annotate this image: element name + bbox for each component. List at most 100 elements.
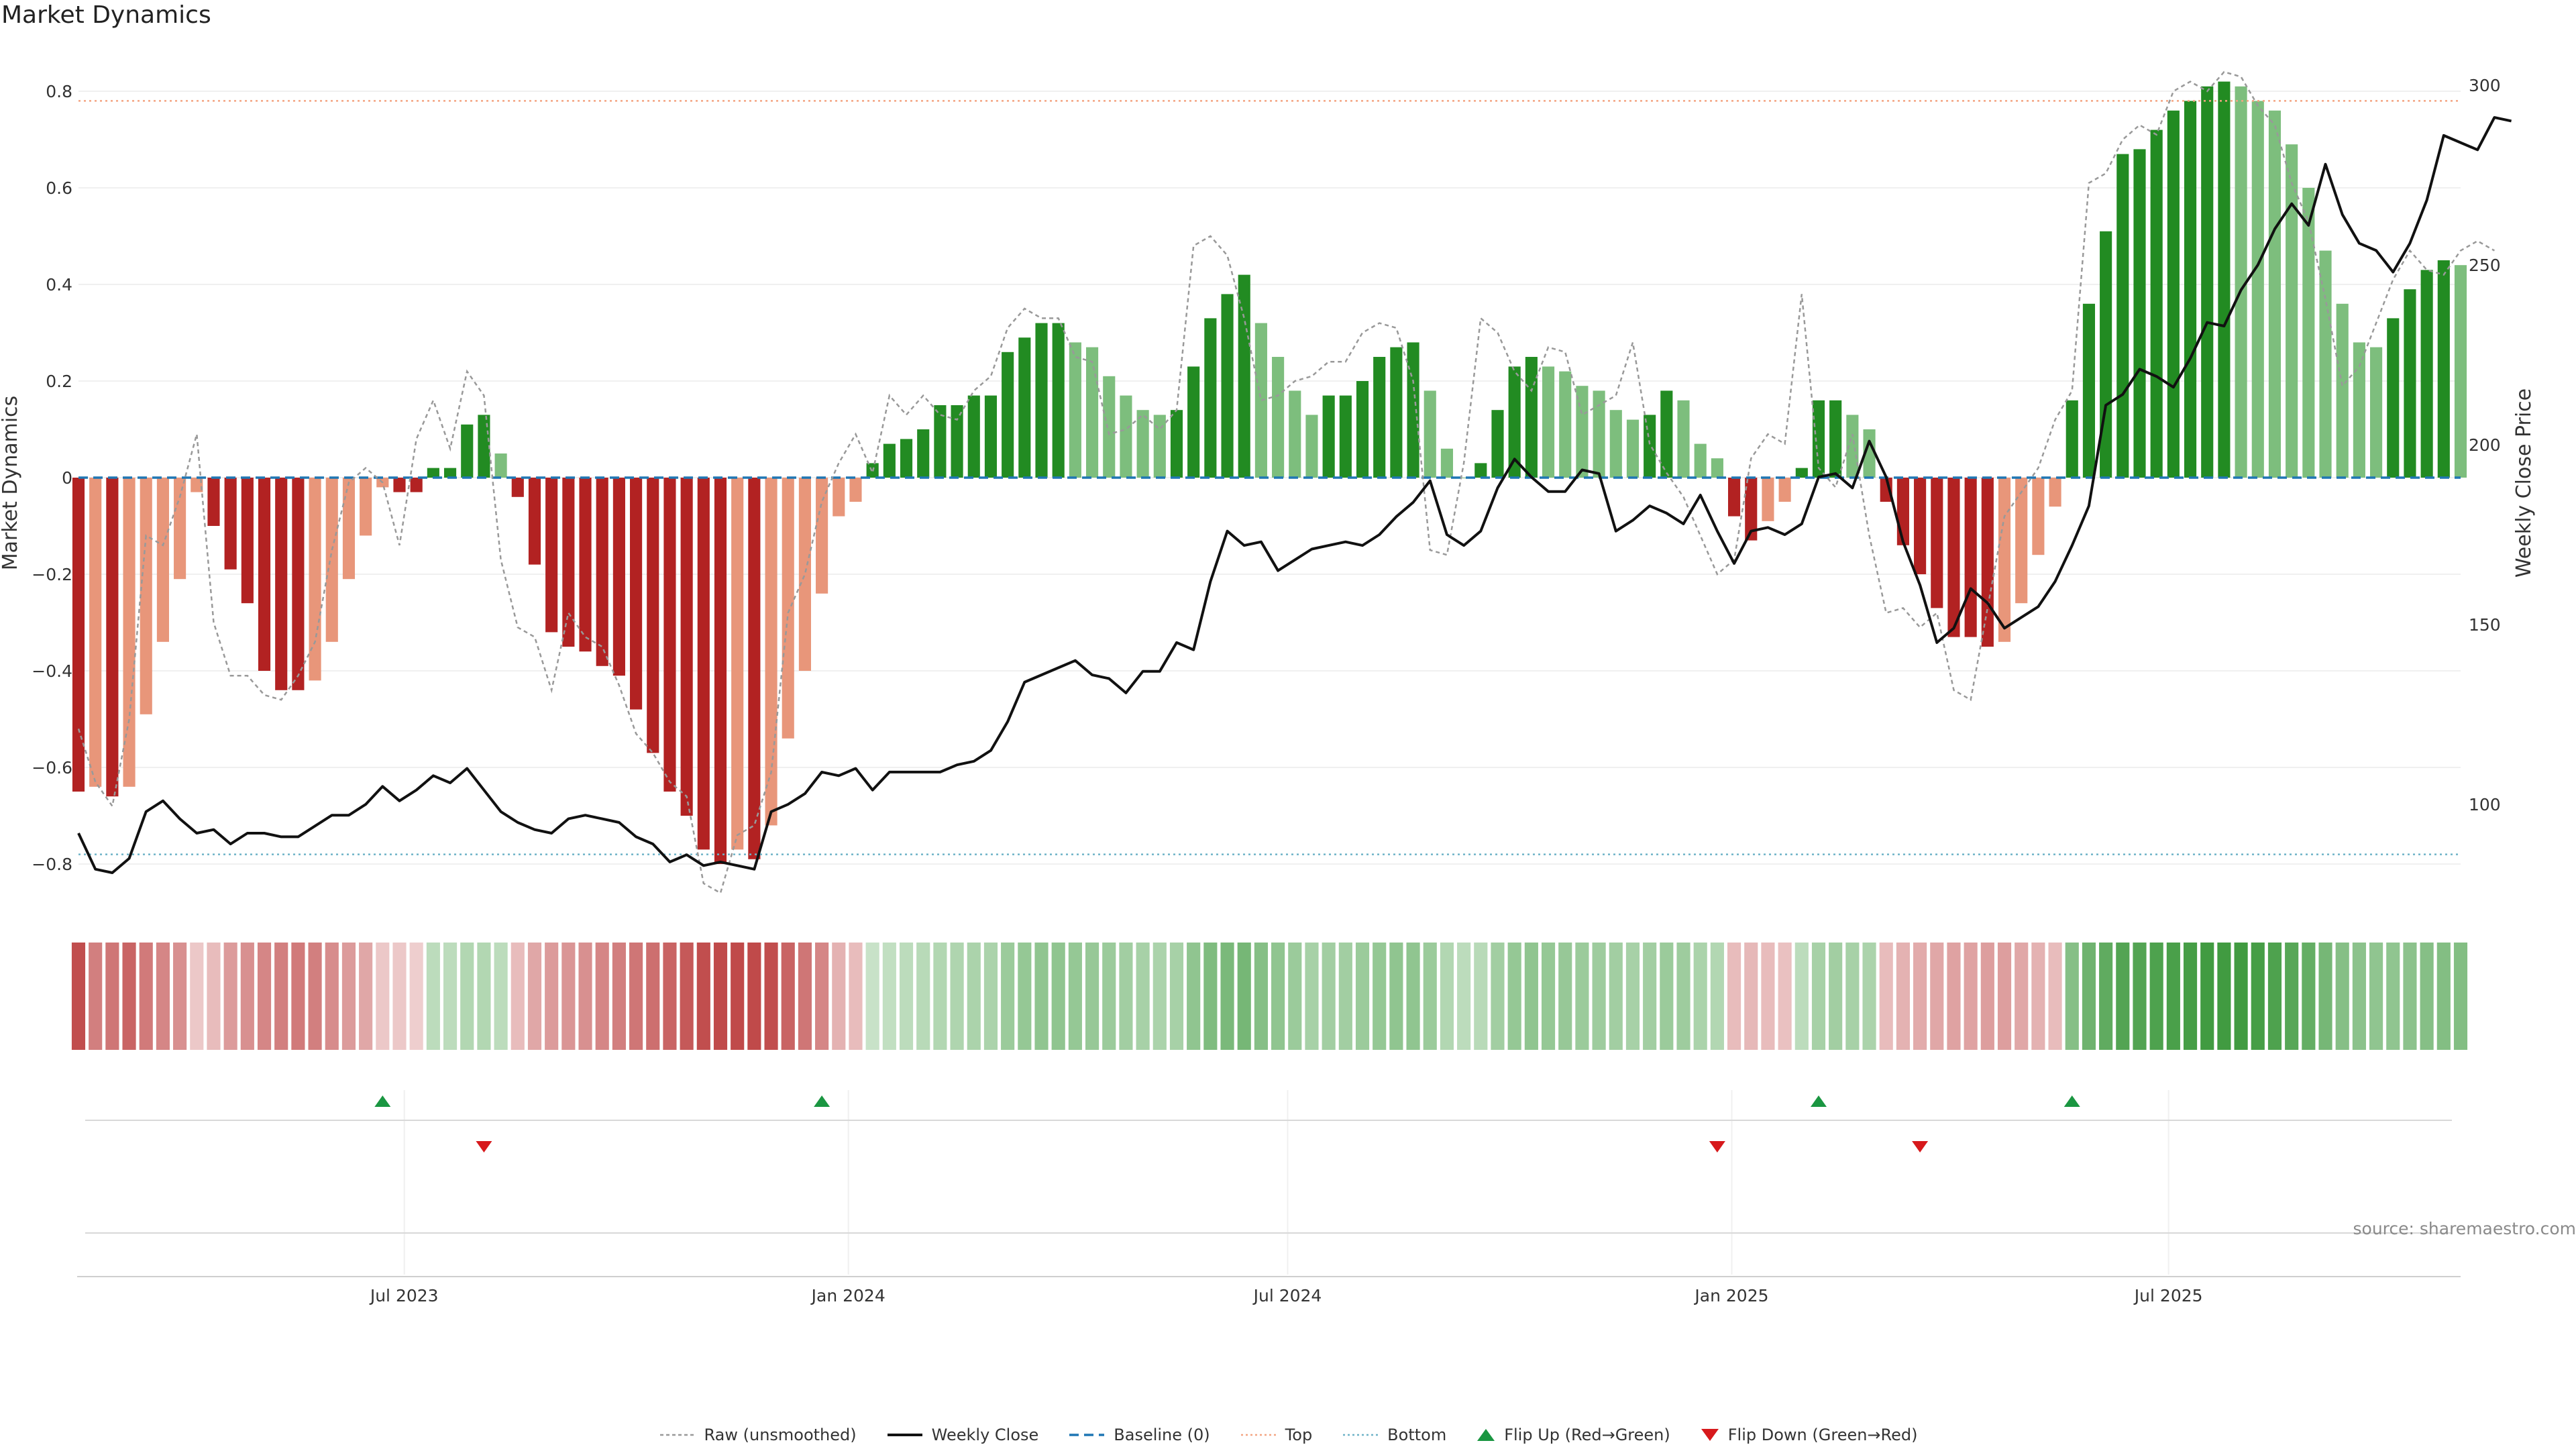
bar xyxy=(241,478,254,604)
bar-series xyxy=(72,81,2467,864)
bar xyxy=(191,478,203,492)
regime-cell xyxy=(409,943,423,1050)
regime-cell xyxy=(595,943,609,1050)
regime-cell xyxy=(2352,943,2366,1050)
regime-cell xyxy=(1220,943,1234,1050)
bar xyxy=(1694,443,1707,478)
legend-swatch-raw xyxy=(659,1434,695,1436)
bar xyxy=(140,478,152,714)
bar xyxy=(663,478,676,792)
regime-cell xyxy=(815,943,829,1050)
bar xyxy=(2336,303,2349,478)
regime-cell xyxy=(713,943,728,1050)
y-tick-label-left: 0.4 xyxy=(46,275,72,294)
bar xyxy=(2082,303,2096,478)
bar xyxy=(1896,478,1909,545)
regime-cell xyxy=(1643,943,1657,1050)
bar xyxy=(2286,144,2298,478)
regime-cell xyxy=(1136,943,1150,1050)
regime-cell xyxy=(1305,943,1319,1050)
regime-cell xyxy=(1355,943,1370,1050)
bar xyxy=(2032,478,2045,555)
y-tick-label-left: 0.2 xyxy=(46,372,72,391)
regime-cell xyxy=(1271,943,1285,1050)
regime-cell xyxy=(341,943,356,1050)
bar xyxy=(1238,274,1250,478)
raw-line xyxy=(77,70,2496,895)
regime-cell xyxy=(1625,943,1640,1050)
regime-cell xyxy=(1964,943,1978,1050)
bar xyxy=(1322,395,1335,478)
regime-cell xyxy=(1169,943,1184,1050)
bar xyxy=(1305,415,1318,478)
bar xyxy=(2268,110,2282,478)
bar xyxy=(2116,154,2129,478)
regime-cell xyxy=(376,943,390,1050)
bar xyxy=(917,429,930,478)
regime-cell xyxy=(578,943,592,1050)
bar xyxy=(1542,366,1555,478)
legend-item-raw: Raw (unsmoothed) xyxy=(659,1426,857,1444)
regime-cell xyxy=(325,943,339,1050)
regime-cell xyxy=(477,943,491,1050)
bar xyxy=(1221,294,1234,478)
regime-cell xyxy=(967,943,981,1050)
triangle-down-icon xyxy=(1701,1429,1719,1441)
flip-down-marker xyxy=(476,1141,492,1152)
regime-cell xyxy=(1406,943,1420,1050)
regime-cell xyxy=(1896,943,1910,1050)
regime-cell xyxy=(1693,943,1707,1050)
regime-cell xyxy=(2065,943,2079,1050)
bar xyxy=(1660,390,1673,478)
regime-cell xyxy=(1254,943,1268,1050)
bar xyxy=(1120,395,1132,478)
x-tick-label: Jul 2025 xyxy=(2133,1286,2203,1305)
bar xyxy=(1052,323,1065,478)
regime-cell xyxy=(798,943,812,1050)
y-tick-label-left: 0.6 xyxy=(46,178,72,198)
y-tick-label-left: 0.8 xyxy=(46,82,72,101)
bar xyxy=(2065,400,2078,478)
regime-cell xyxy=(1187,943,1201,1050)
bar xyxy=(900,439,913,478)
regime-cell xyxy=(1373,943,1387,1050)
bar xyxy=(224,478,237,570)
regime-cell xyxy=(2285,943,2299,1050)
bar xyxy=(1914,478,1927,574)
regime-cell xyxy=(71,943,86,1050)
regime-cell xyxy=(494,943,508,1050)
regime-cell xyxy=(561,943,576,1050)
x-tick-label: Jan 2024 xyxy=(810,1286,885,1305)
bar xyxy=(1947,478,1960,637)
bar xyxy=(1626,419,1640,478)
regime-cell xyxy=(359,943,373,1050)
regime-cell xyxy=(2369,943,2383,1050)
regime-cell xyxy=(2403,943,2417,1050)
regime-cell xyxy=(1457,943,1471,1050)
bar xyxy=(2251,101,2264,478)
regime-cell xyxy=(156,943,170,1050)
bar xyxy=(934,405,947,478)
regime-cell xyxy=(2335,943,2349,1050)
bar xyxy=(478,415,490,478)
close-line xyxy=(77,116,2512,874)
regime-cell xyxy=(1829,943,1843,1050)
regime-cell xyxy=(983,943,998,1050)
bar xyxy=(2404,289,2416,478)
regime-cell xyxy=(865,943,879,1050)
regime-cell xyxy=(1609,943,1623,1050)
regime-cell xyxy=(1338,943,1352,1050)
regime-cell xyxy=(2217,943,2231,1050)
regime-cell xyxy=(2149,943,2163,1050)
regime-cell xyxy=(849,943,863,1050)
regime-strip xyxy=(71,943,2468,1050)
bar xyxy=(2319,250,2332,478)
bar xyxy=(1829,400,1842,478)
regime-cell xyxy=(731,943,745,1050)
bar xyxy=(1491,410,1504,478)
legend-item-top: Top xyxy=(1240,1426,1312,1444)
bar xyxy=(1728,478,1741,517)
bar xyxy=(494,453,507,478)
bar xyxy=(292,478,305,690)
regime-cell xyxy=(1980,943,1994,1050)
